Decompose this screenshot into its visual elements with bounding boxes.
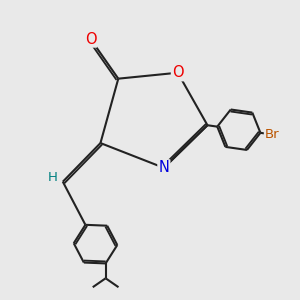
Text: Br: Br [265,128,280,141]
Text: N: N [158,160,169,175]
Text: H: H [48,171,58,184]
Text: O: O [85,32,96,46]
Text: O: O [172,65,184,80]
